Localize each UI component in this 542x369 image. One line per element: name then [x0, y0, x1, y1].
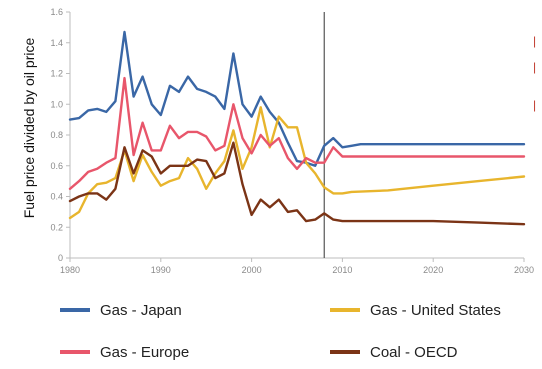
- legend-item-gas-japan: Gas - Japan: [60, 300, 182, 320]
- legend-label-gas-united-states: Gas - United States: [370, 301, 501, 319]
- y-axis-label: Fuel price divided by oil price: [21, 38, 37, 219]
- x-tick-label: 2000: [242, 265, 262, 275]
- legend-label-gas-europe: Gas - Europe: [100, 343, 190, 361]
- y-tick-label: 1.6: [50, 7, 63, 17]
- x-tick-label: 2030: [514, 265, 534, 275]
- legend-swatch-gas-europe: [60, 350, 90, 354]
- y-tick-label: 1.0: [50, 99, 63, 109]
- legend-item-coal-oecd: Coal - OECD: [330, 342, 458, 362]
- x-tick-label: 1980: [60, 265, 80, 275]
- clipped-edge-mark: |: [533, 98, 537, 112]
- clipped-edge-mark: |: [533, 60, 537, 74]
- legend-item-gas-europe: Gas - Europe: [60, 342, 189, 362]
- y-tick-label: 0: [58, 253, 63, 263]
- x-tick-label: 1990: [151, 265, 171, 275]
- legend-item-gas-united-states: Gas - United States: [330, 300, 501, 320]
- legend-swatch-gas-united-states: [330, 308, 360, 312]
- x-tick-label: 2020: [423, 265, 443, 275]
- y-tick-label: 0.4: [50, 192, 63, 202]
- clipped-edge-mark: |: [533, 34, 537, 48]
- series-line-gas-europe: [68, 76, 526, 190]
- legend-swatch-gas-japan: [60, 308, 90, 312]
- y-tick-label: 0.8: [50, 130, 63, 140]
- legend-label-gas-japan: Gas - Japan: [100, 301, 182, 319]
- y-tick-label: 0.6: [50, 161, 63, 171]
- series-line-coal-oecd: [68, 141, 526, 226]
- series-lines: [68, 30, 526, 226]
- line-chart: 0 0.2 0.4 0.6 0.8 1.0 1.2 1.4 1.6 1980 1990 2000 201…: [21, 7, 534, 275]
- tick-labels: 0 0.2 0.4 0.6 0.8 1.0 1.2 1.4 1.6 1980 1990 2000 201…: [50, 7, 534, 275]
- legend-label-coal-oecd: Coal - OECD: [370, 343, 458, 361]
- x-tick-label: 2010: [332, 265, 352, 275]
- series-line-gas-japan: [68, 30, 526, 167]
- axes: [66, 11, 525, 262]
- y-tick-label: 1.2: [50, 69, 63, 79]
- y-tick-label: 0.2: [50, 222, 63, 232]
- legend-swatch-coal-oecd: [330, 350, 360, 354]
- y-tick-label: 1.4: [50, 38, 63, 48]
